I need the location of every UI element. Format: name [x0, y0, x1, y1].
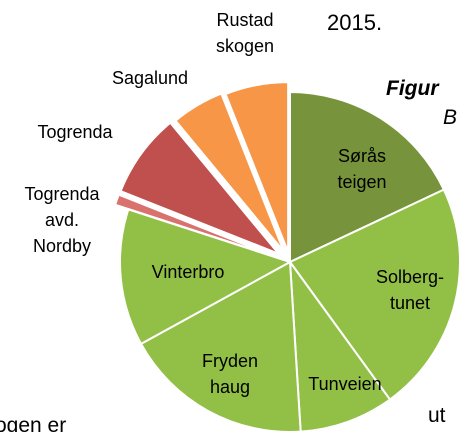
- slice-label: Sørås teigen: [337, 146, 386, 192]
- slice-label: Sagalund: [112, 68, 188, 88]
- slice-label: Vinterbro: [152, 262, 225, 282]
- fragment-text: Figur: [386, 77, 440, 100]
- pie-slice: [289, 90, 446, 264]
- pie-slice: [174, 92, 285, 253]
- slice-label: Togrenda avd. Nordby: [24, 184, 100, 256]
- slice-label: Rustad skogen: [216, 10, 274, 56]
- pie-slice: [113, 193, 278, 259]
- pie-slice: [224, 81, 290, 253]
- pie-slice: [119, 208, 293, 346]
- slice-label: Solberg-tunet: [376, 267, 444, 313]
- pie-slice: [288, 188, 461, 401]
- pie-slice: [119, 121, 280, 255]
- slice-label: Togrenda: [37, 122, 113, 142]
- fragment-text: 2015.: [327, 10, 382, 35]
- slice-label: Tunveien: [308, 374, 381, 394]
- fragment-text: B: [443, 106, 457, 129]
- pie-slice: [288, 258, 392, 432]
- fragment-text: ut: [428, 404, 446, 427]
- fragment-text: ogen er: [0, 414, 66, 432]
- slice-label: Fryden haug: [202, 351, 258, 397]
